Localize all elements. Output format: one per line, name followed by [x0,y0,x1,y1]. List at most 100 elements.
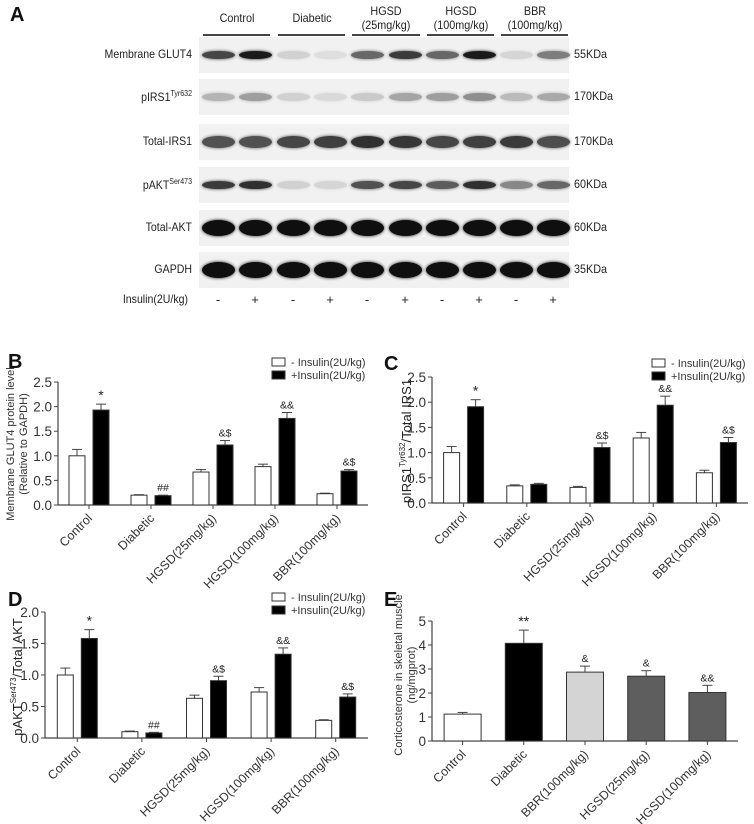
blot-band [238,262,272,278]
insulin-sign: + [475,292,483,307]
significance-marker: * [87,613,93,629]
blot-band [238,220,272,236]
bar [593,447,611,504]
blot-band [313,136,347,148]
blot-kda-label: 60KDa [574,220,608,234]
bar [566,671,604,742]
y-tick-label: 0.0 [20,731,39,746]
blot-band [462,51,496,59]
y-tick-label: 2.0 [407,395,426,410]
chart-legend: - Insulin(2U/kg)+Insulin(2U/kg) [271,592,366,617]
y-tick-label: 2 [418,686,426,701]
blot-kda-label: 55KDa [574,47,608,61]
significance-marker: ## [157,482,169,494]
group-underline [352,34,420,36]
legend-swatch-no-insulin [271,357,286,367]
blot-protein-name: Total-AKT [145,220,192,234]
blot-band [425,51,459,59]
bar [210,680,227,739]
bar [274,653,292,739]
blot-protein-name: Total-IRS1 [142,134,192,148]
y-tick-label: 2.5 [33,375,52,390]
y-tick-label: 2.5 [407,370,426,385]
y-tick-label: 0.0 [407,496,426,511]
legend-label: +Insulin(2U/kg) [291,605,365,617]
significance-marker: &$ [596,430,609,442]
x-tick-label: BBR(100mg/kg) [650,509,723,582]
blot-band [276,181,310,189]
bar [154,495,172,506]
y-tick-label: 2.0 [20,605,39,620]
significance-marker: * [98,387,104,403]
x-tick-label: BBR(100mg/kg) [270,511,343,584]
x-tick-label: Diabetic [491,509,533,551]
bar [569,486,587,504]
panel-letter-c: C [384,353,398,375]
bar [504,642,543,742]
blot-band [313,220,347,236]
blot-band [201,220,235,236]
y-tick-label: 0.0 [33,498,52,513]
y-tick-label: 2.0 [33,400,52,415]
blot-row-label: pIRS1Tyr632 [34,89,192,104]
blot-row-label: Membrane GLUT4 [34,47,192,61]
blot-band [425,181,459,189]
blot-band [238,181,272,189]
significance-marker: * [473,383,479,399]
blot-band [462,262,496,278]
blot-band [388,262,422,278]
y-tick-label: 5 [418,614,426,629]
y-tick-label: 0.5 [20,700,39,715]
legend-swatch-no-insulin [271,592,286,602]
bar [250,691,268,739]
legend-label: - Insulin(2U/kg) [291,357,366,369]
blot-kda-label: 170KDa [574,89,614,103]
blot-band [350,220,384,236]
blot-band [238,136,272,148]
blot-band [388,220,422,236]
y-tick-label: 1.5 [20,637,39,652]
blot-band [276,220,310,236]
bar [254,466,272,506]
significance-marker: & [581,653,588,665]
blot-band [313,93,347,101]
y-tick-label: 1 [418,710,426,725]
y-tick-label: 0 [418,734,426,749]
blot-band [276,93,310,101]
significance-marker: & [643,658,650,670]
insulin-sign: - [439,292,445,307]
bar [216,444,234,506]
blot-band [276,136,310,148]
blot-band [313,262,347,278]
bar [443,452,461,504]
blot-band [499,51,533,59]
group-dose: (100mg/kg) [507,18,562,32]
y-tick-label: 1.0 [407,446,426,461]
y-tick-label: 0.5 [33,473,52,488]
y-tick-label: 3 [418,662,426,677]
blot-band [201,51,235,59]
bar [68,455,86,506]
blot-band [201,136,235,148]
blot-group-header: HGSD (100mg/kg) [420,4,501,32]
chart-e-corticosterone: E 0 1 2 3 4 5 Corticosterone in skeletal muscle… [384,589,738,824]
blot-band [238,93,272,101]
insulin-sign: + [549,292,557,307]
blot-kda-label: 60KDa [574,177,608,191]
blot-group-header: Diabetic [271,11,352,25]
bar [506,485,524,504]
group-dose: (100mg/kg) [433,18,488,32]
bar [121,731,139,739]
blot-protein-name: GAPDH [154,262,192,276]
blot-row-label: pAKTSer473 [34,177,192,192]
legend-swatch-insulin [271,370,286,380]
legend-label: - Insulin(2U/kg) [671,358,746,370]
y-tick-label: 0.5 [407,471,426,486]
bar [278,417,296,506]
blot-row-label: GAPDH [34,262,192,276]
bar [316,493,334,506]
blot-band [499,136,533,148]
bar [340,470,358,506]
blot-band [313,181,347,189]
